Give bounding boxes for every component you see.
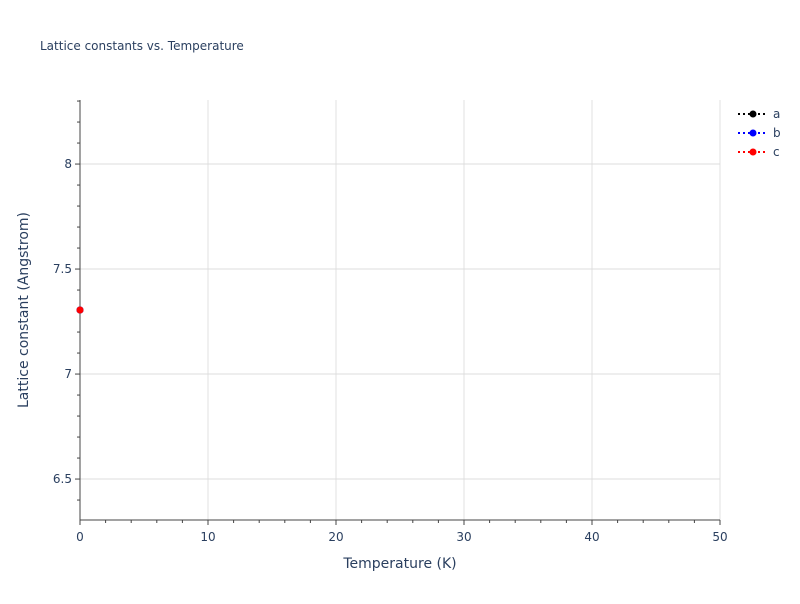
y-tick-label: 7.5 (53, 262, 72, 276)
x-tick-label: 20 (328, 530, 343, 544)
x-tick-label: 0 (76, 530, 84, 544)
legend-label-b: b (773, 126, 781, 140)
legend-label-a: a (773, 107, 780, 121)
x-tick-label: 50 (712, 530, 727, 544)
axes: 0 10 20 30 40 50 6.5 7 7.5 8 (53, 100, 728, 544)
x-tick-label: 40 (584, 530, 599, 544)
chart-title: Lattice constants vs. Temperature (40, 39, 244, 53)
x-axis-label: Temperature (K) (342, 556, 456, 572)
y-tick-label: 6.5 (53, 472, 72, 486)
legend-item-a[interactable]: a (738, 107, 780, 121)
data-marks (76, 306, 84, 314)
grid (80, 100, 721, 520)
y-tick-label: 8 (64, 157, 72, 171)
legend-label-c: c (773, 145, 780, 159)
data-point-c (76, 306, 84, 314)
legend-marker-a (749, 110, 757, 118)
y-tick-label: 7 (64, 367, 72, 381)
legend-item-c[interactable]: c (738, 145, 780, 159)
x-tick-label: 30 (456, 530, 471, 544)
legend[interactable]: abc (738, 107, 781, 159)
legend-marker-c (749, 148, 757, 156)
y-axis-label: Lattice constant (Angstrom) (16, 212, 32, 408)
legend-marker-b (749, 129, 757, 137)
legend-item-b[interactable]: b (738, 126, 781, 140)
x-tick-label: 10 (200, 530, 215, 544)
